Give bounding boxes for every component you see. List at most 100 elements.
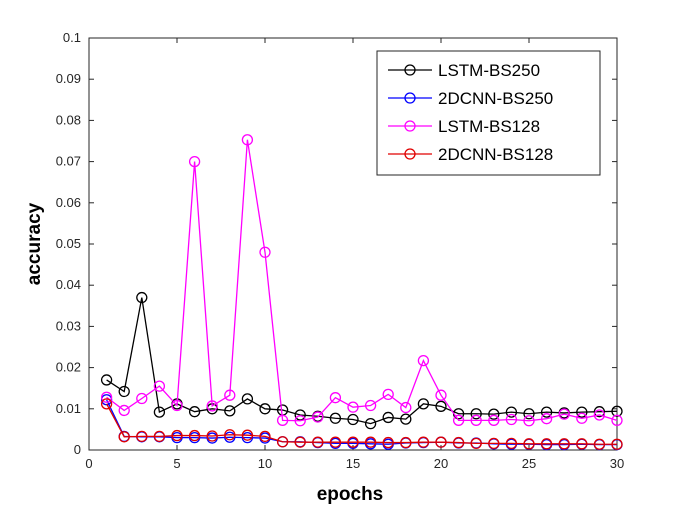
legend-item: 2DCNN-BS128: [388, 145, 553, 164]
data-point: [435, 389, 447, 401]
data-point: [224, 389, 236, 401]
data-point: [523, 415, 535, 427]
data-point: [241, 134, 254, 146]
data-point: [488, 408, 500, 420]
y-tick-label: 0.09: [56, 71, 81, 86]
data-point: [400, 436, 412, 449]
data-point: [576, 406, 588, 418]
data-point: [417, 398, 430, 410]
data-point: [136, 291, 148, 304]
data-point: [505, 406, 518, 418]
data-point: [188, 155, 201, 168]
x-tick-label: 5: [173, 456, 180, 471]
data-point: [312, 436, 324, 448]
data-point: [118, 404, 130, 417]
y-axis-ticks: 0 0.01 0.02 0.03 0.04 0.05 0.06 0.07 0.08 0.09 0.1: [56, 30, 617, 457]
legend: LSTM-BS250 2DCNN-BS250 LSTM-BS128 2DCNN-BS1…: [376, 50, 601, 176]
data-point: [382, 436, 394, 449]
data-point: [611, 438, 623, 450]
legend-marker: [404, 148, 416, 160]
data-point: [593, 409, 606, 421]
data-point: [329, 412, 342, 424]
legend-items: LSTM-BS250 2DCNN-BS250 LSTM-BS128 2DCNN-BS1…: [388, 61, 553, 164]
data-point: [259, 246, 271, 258]
legend-item: LSTM-BS250: [388, 61, 540, 80]
x-tick-label: 25: [522, 456, 536, 471]
x-axis-title: epochs: [317, 484, 384, 505]
data-point: [136, 430, 148, 443]
y-tick-label: 0.06: [56, 195, 81, 210]
data-point: [224, 405, 236, 417]
data-point: [276, 436, 289, 448]
data-point: [540, 406, 553, 418]
y-tick-label: 0.07: [56, 154, 81, 169]
data-point: [611, 405, 623, 417]
data-point: [100, 391, 113, 403]
data-point: [593, 438, 606, 450]
data-point: [452, 436, 465, 449]
data-point: [347, 413, 359, 426]
y-tick-label: 0.01: [56, 401, 81, 416]
y-tick-label: 0.04: [56, 277, 81, 292]
data-point: [488, 414, 500, 426]
data-point: [435, 436, 447, 448]
series-lstm-bs250: [100, 291, 623, 430]
data-point: [576, 412, 588, 424]
series-2dcnn-bs128: [100, 398, 623, 450]
data-point: [400, 401, 412, 414]
data-point: [576, 438, 588, 450]
data-point: [100, 398, 113, 410]
data-point: [153, 430, 166, 443]
legend-marker: [404, 64, 416, 76]
data-point: [224, 429, 236, 441]
legend-label: 2DCNN-BS250: [438, 89, 553, 108]
data-point: [364, 399, 377, 412]
data-point: [611, 414, 623, 426]
x-tick-label: 20: [434, 456, 448, 471]
data-point: [118, 431, 130, 443]
data-point: [505, 413, 518, 426]
data-point: [118, 385, 130, 398]
y-tick-label: 0.05: [56, 236, 81, 251]
data-point: [259, 403, 271, 415]
legend-label: LSTM-BS128: [438, 117, 540, 136]
series-layer: [100, 134, 623, 451]
data-point: [382, 411, 394, 424]
legend-item: 2DCNN-BS250: [388, 89, 553, 108]
data-point: [188, 406, 201, 418]
series-line: [106, 139, 618, 422]
data-point: [382, 388, 394, 401]
data-point: [364, 417, 377, 430]
y-tick-label: 0.1: [63, 30, 81, 45]
y-axis-title: accuracy: [24, 202, 45, 285]
data-point: [540, 413, 553, 425]
series-line: [106, 297, 618, 425]
data-point: [206, 430, 218, 442]
legend-marker: [404, 92, 416, 104]
data-point: [100, 374, 113, 386]
data-point: [276, 414, 289, 426]
data-point: [364, 436, 377, 448]
data-point: [241, 393, 254, 405]
x-tick-label: 10: [258, 456, 272, 471]
data-point: [153, 406, 166, 418]
data-point: [188, 429, 201, 442]
data-point: [523, 438, 535, 450]
data-point: [294, 415, 306, 427]
x-tick-label: 15: [346, 456, 360, 471]
data-point: [540, 438, 553, 450]
data-point: [488, 437, 500, 450]
data-point: [153, 380, 166, 392]
data-point: [593, 406, 606, 418]
data-point: [259, 430, 271, 443]
data-point: [470, 408, 482, 420]
x-tick-label: 30: [610, 456, 624, 471]
data-point: [347, 436, 359, 448]
y-tick-label: 0.03: [56, 318, 81, 333]
y-tick-label: 0.02: [56, 360, 81, 375]
data-point: [400, 413, 412, 425]
series-lstm-bs128: [100, 134, 623, 427]
legend-marker: [404, 120, 416, 132]
data-point: [294, 436, 306, 448]
